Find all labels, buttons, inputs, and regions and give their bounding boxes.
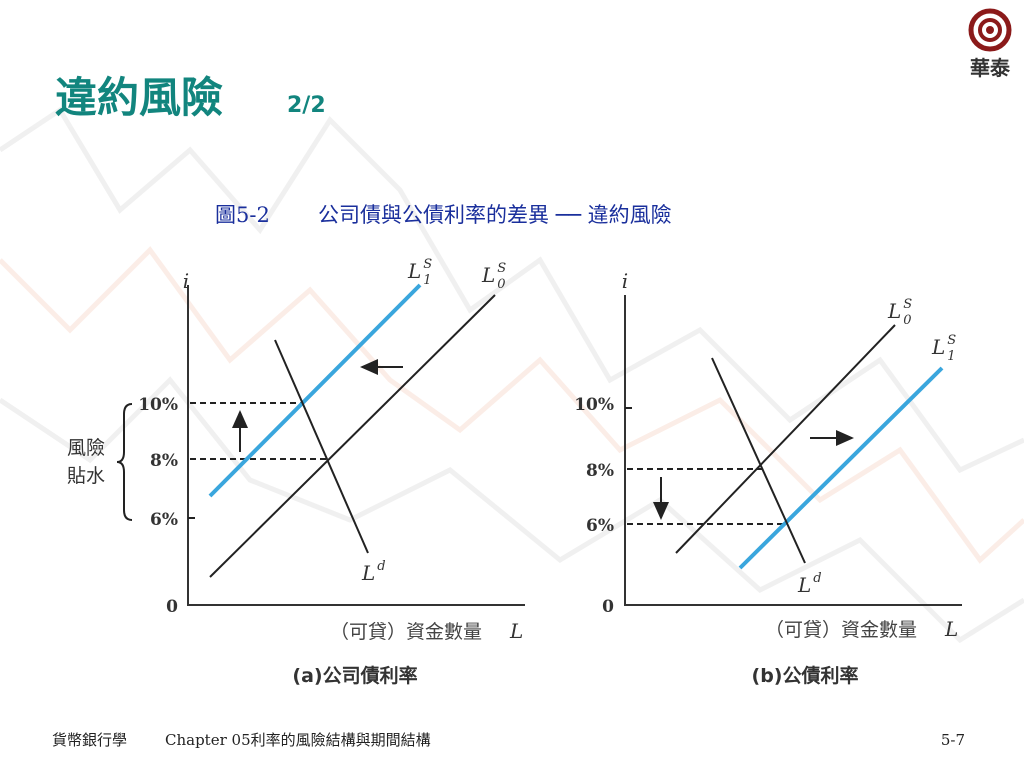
x-axis-label: （可貸）資金數量 xyxy=(330,621,482,643)
curve-sup: d xyxy=(377,559,385,574)
y-axis-label: i xyxy=(622,269,628,293)
curve-sub: 0 xyxy=(497,277,505,292)
curve-sup: S xyxy=(497,261,506,276)
tick-label: 8% xyxy=(150,451,178,471)
background-lines xyxy=(0,106,1024,644)
demand-curve xyxy=(274,339,369,554)
tick-label: 10% xyxy=(574,395,614,415)
axes xyxy=(624,295,962,606)
x-axis-symbol: L xyxy=(944,617,958,641)
curve-sup: S xyxy=(947,333,956,348)
panel-subtitle: (b)公債利率 xyxy=(752,664,859,687)
curve-sup: S xyxy=(423,257,432,272)
x-axis-symbol: L xyxy=(509,619,523,643)
footer-page: 5-7 xyxy=(941,731,965,749)
slide-part: 2/2 xyxy=(287,93,326,118)
curve-sub: 0 xyxy=(903,313,911,328)
curve-sub: 1 xyxy=(423,273,431,288)
tick-label: 6% xyxy=(150,510,178,530)
demand-curve xyxy=(711,357,806,564)
bracket xyxy=(116,403,133,521)
footer-chapter: Chapter 05利率的風險結構與期間結構 xyxy=(165,731,431,749)
bracket-label: 貼水 xyxy=(67,465,105,487)
tick-label: 10% xyxy=(138,395,178,415)
curve-base: L xyxy=(931,335,945,359)
tick-label: 0 xyxy=(166,597,178,617)
x-axis-label: （可貸）資金數量 xyxy=(765,619,917,641)
slide-title: 違約風險 xyxy=(55,73,223,122)
tick-label: 0 xyxy=(602,597,614,617)
curve-base: L xyxy=(361,561,375,585)
axes xyxy=(187,285,525,606)
tick-label: 8% xyxy=(586,461,614,481)
curve-base: L xyxy=(481,263,495,287)
figure-number: 圖5-2 xyxy=(215,203,270,227)
curve-base: L xyxy=(887,299,901,323)
supply-curve-l0 xyxy=(675,324,896,554)
curve-base: L xyxy=(797,573,811,597)
logo-text: 華泰 xyxy=(970,56,1011,80)
footer-course: 貨幣銀行學 xyxy=(52,731,127,749)
supply-curve-l1 xyxy=(738,366,944,570)
tick-label: 6% xyxy=(586,516,614,536)
logo: 華泰 xyxy=(968,8,1012,80)
panel-subtitle: (a)公司債利率 xyxy=(292,664,417,687)
curve-base: L xyxy=(407,259,421,283)
curve-sub: 1 xyxy=(947,349,955,364)
figure-caption: 公司債與公債利率的差異 ── 違約風險 xyxy=(318,203,672,227)
curve-sup: S xyxy=(903,297,912,312)
bracket-label: 風險 xyxy=(67,437,105,459)
curve-sup: d xyxy=(813,571,821,586)
supply-curve-l0 xyxy=(209,294,496,578)
supply-curve-l1 xyxy=(208,283,422,498)
y-axis-label: i xyxy=(183,269,189,293)
